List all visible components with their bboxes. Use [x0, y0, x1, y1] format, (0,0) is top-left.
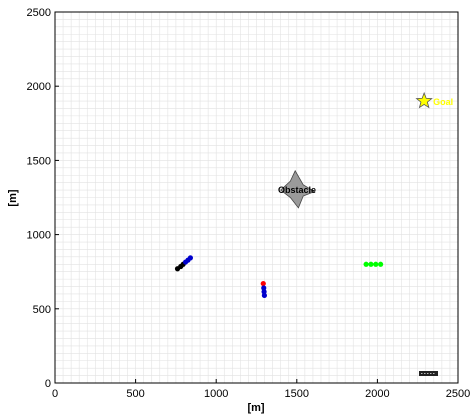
agent-point: [187, 255, 194, 261]
x-axis-label: [m]: [247, 402, 264, 414]
agent-point: [368, 261, 374, 267]
agent-3: [363, 261, 384, 267]
x-tick-label: 0: [52, 388, 58, 400]
y-tick-label: 1500: [27, 155, 51, 167]
y-axis-label: [m]: [7, 189, 19, 206]
y-tick-label: 1000: [27, 230, 51, 242]
agents-layer: [174, 255, 384, 299]
goal-label: Goal: [433, 97, 453, 107]
y-axis-ticks: 0 500 1000 1500 2000 2500: [27, 7, 59, 390]
agent-2: [260, 280, 267, 299]
agent-point: [261, 292, 267, 299]
x-tick-label: 500: [126, 388, 144, 400]
goal-star-icon: [415, 91, 433, 109]
x-tick-label: 2000: [365, 388, 389, 400]
agent-point: [363, 261, 369, 267]
agent-point: [378, 261, 384, 267]
x-axis-ticks: 0 500 1000 1500 2000 2500: [52, 379, 470, 400]
agent-point: [261, 285, 267, 291]
y-tick-label: 2500: [27, 7, 51, 19]
obstacle-shape: [280, 169, 316, 209]
goal-layer: [415, 91, 433, 109]
agent-point: [261, 289, 267, 295]
y-tick-label: 500: [33, 304, 51, 316]
obstacle-layer: [280, 169, 316, 209]
agent-1: [174, 255, 194, 272]
agent-point: [260, 280, 266, 287]
plot-frame: [54, 11, 459, 384]
y-tick-label: 0: [45, 378, 51, 390]
obstacle-label: Obstacle: [278, 185, 316, 195]
x-tick-label: 1500: [285, 388, 309, 400]
minor-grid: [55, 12, 458, 383]
agent-point: [373, 261, 379, 267]
x-tick-label: 1000: [204, 388, 228, 400]
x-tick-label: 2500: [446, 388, 470, 400]
scale-marker: [419, 371, 438, 376]
y-tick-label: 2000: [27, 81, 51, 93]
